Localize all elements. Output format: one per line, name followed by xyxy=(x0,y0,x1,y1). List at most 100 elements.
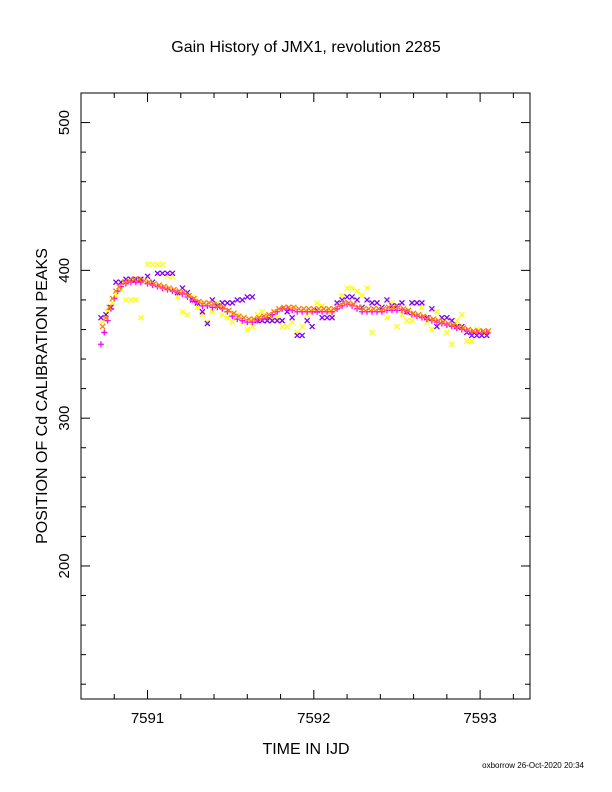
data-point xyxy=(433,308,440,315)
data-point xyxy=(209,308,216,315)
data-point xyxy=(463,338,470,345)
data-point xyxy=(340,299,347,306)
data-point xyxy=(315,305,322,312)
footer-credit: oxborrow 26-Oct-2020 20:34 xyxy=(482,761,584,770)
data-point xyxy=(305,305,312,312)
data-point xyxy=(415,311,422,318)
data-point xyxy=(385,304,392,311)
data-point xyxy=(375,305,382,312)
data-point xyxy=(408,299,415,306)
data-point xyxy=(255,314,262,321)
data-point xyxy=(99,323,106,330)
data-point xyxy=(166,285,173,292)
data-point xyxy=(335,302,342,309)
data-point xyxy=(241,314,247,321)
data-point xyxy=(97,341,104,348)
data-point xyxy=(359,292,366,299)
x-tick-label: 7592 xyxy=(297,710,330,727)
data-point xyxy=(428,305,435,312)
data-point xyxy=(144,261,151,268)
data-point xyxy=(176,288,183,295)
data-point xyxy=(186,292,193,299)
data-point xyxy=(229,319,236,326)
data-point xyxy=(146,279,153,286)
data-point xyxy=(224,314,231,321)
data-point xyxy=(430,316,437,323)
data-point xyxy=(234,296,241,303)
y-tick-label: 300 xyxy=(56,406,73,431)
data-point xyxy=(339,296,346,303)
data-point xyxy=(453,317,460,324)
data-point xyxy=(309,323,316,330)
data-point xyxy=(319,314,326,321)
data-point xyxy=(179,308,186,315)
data-point xyxy=(284,323,291,330)
data-point xyxy=(460,325,467,331)
data-point xyxy=(384,296,390,303)
data-point xyxy=(274,317,281,324)
data-point xyxy=(226,307,232,314)
data-point xyxy=(191,295,198,302)
data-point xyxy=(169,270,176,277)
data-point xyxy=(480,328,487,334)
data-point xyxy=(395,304,402,311)
data-point xyxy=(354,296,361,303)
data-point xyxy=(334,299,341,306)
y-tick-label: 500 xyxy=(56,110,73,135)
data-point xyxy=(116,283,123,290)
data-point xyxy=(369,299,375,306)
data-point xyxy=(410,310,417,317)
data-point xyxy=(244,294,251,300)
data-point xyxy=(420,313,427,320)
data-point xyxy=(244,326,251,333)
data-point xyxy=(122,296,129,303)
data-point xyxy=(294,332,301,339)
data-point xyxy=(121,279,128,286)
data-point xyxy=(398,299,405,306)
data-point xyxy=(325,305,332,312)
data-point xyxy=(354,288,361,295)
data-point xyxy=(360,305,367,312)
data-point xyxy=(405,307,412,314)
data-point xyxy=(99,319,106,326)
data-point xyxy=(450,322,457,329)
data-point xyxy=(465,326,472,333)
data-point xyxy=(310,305,317,312)
data-point xyxy=(300,305,307,312)
data-point xyxy=(279,317,286,324)
data-point xyxy=(365,305,372,312)
data-point xyxy=(475,328,482,334)
data-point xyxy=(156,282,163,289)
data-point xyxy=(299,332,306,339)
data-point xyxy=(369,329,375,336)
data-point xyxy=(254,311,261,318)
data-point xyxy=(270,308,277,315)
data-point xyxy=(259,308,266,315)
data-point xyxy=(304,317,311,324)
data-point xyxy=(279,323,286,330)
data-point xyxy=(239,296,246,303)
data-point xyxy=(448,341,455,348)
x-axis-label: TIME IN IJD xyxy=(262,741,349,758)
data-point xyxy=(109,295,116,302)
data-point xyxy=(455,323,462,330)
data-point xyxy=(159,261,166,268)
data-point xyxy=(443,314,450,321)
data-point xyxy=(204,320,211,327)
data-point xyxy=(403,317,410,324)
data-point xyxy=(136,276,143,283)
data-point xyxy=(112,279,119,286)
data-point xyxy=(106,304,113,311)
data-point xyxy=(485,328,492,334)
data-point xyxy=(249,294,256,300)
data-point xyxy=(219,311,226,318)
data-point xyxy=(171,286,178,293)
x-tick-label: 7591 xyxy=(131,710,164,727)
series-2 xyxy=(97,279,490,348)
data-point xyxy=(97,314,104,321)
data-point xyxy=(295,305,302,312)
data-point xyxy=(425,314,432,321)
data-point xyxy=(370,305,377,312)
data-point xyxy=(126,277,133,284)
data-point xyxy=(269,317,276,324)
